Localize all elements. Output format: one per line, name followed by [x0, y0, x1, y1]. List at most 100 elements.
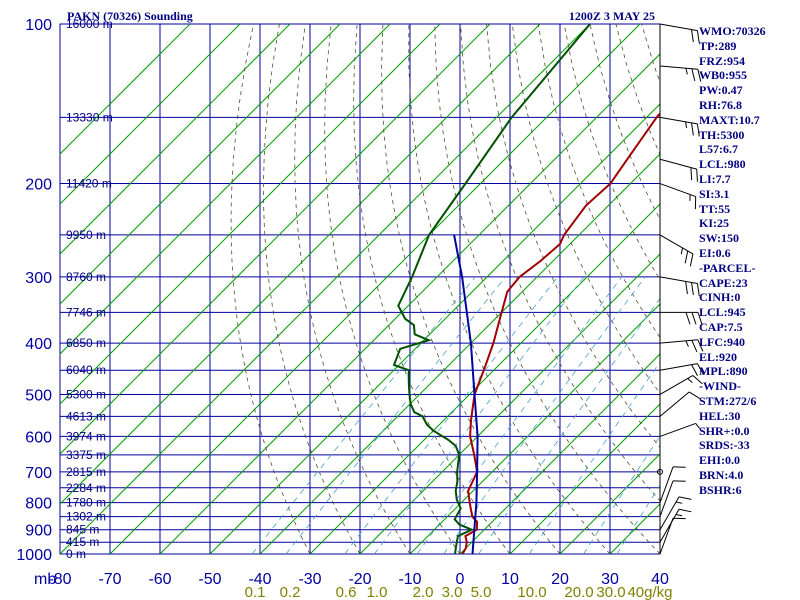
index-line: EL:920 — [699, 349, 738, 364]
index-line: TP:289 — [699, 38, 737, 53]
isotherm-line — [60, 24, 341, 305]
index-line: -WIND- — [699, 379, 741, 394]
height-label: 0 m — [66, 547, 86, 561]
index-line: STM:272/6 — [699, 393, 757, 408]
index-line: WB0:955 — [699, 68, 747, 83]
mixing-ratio-label: 10.0 — [517, 584, 546, 600]
dry-adiabat — [408, 24, 611, 554]
height-label: 8760 m — [66, 270, 106, 284]
height-label: 1302 m — [66, 510, 106, 524]
barb-flag — [692, 375, 703, 385]
index-line: SW:150 — [699, 231, 740, 246]
barb-flag — [688, 391, 701, 400]
temperature-tick-label: -10 — [398, 571, 421, 588]
dry-adiabat — [263, 24, 361, 554]
height-label: 4613 m — [66, 409, 106, 423]
index-line: LCL:945 — [699, 305, 746, 320]
height-label: 2284 m — [66, 481, 106, 495]
isotherm-line — [409, 303, 660, 554]
mixing-ratio-label: 1.0 — [367, 584, 388, 600]
barb-flag — [684, 250, 689, 264]
pressure-tick-label: 300 — [25, 270, 52, 287]
index-line: HEL:30 — [699, 408, 741, 423]
dry-adiabat — [434, 24, 660, 554]
mixing-ratio-line — [344, 276, 559, 554]
index-line: SRDS:-33 — [699, 438, 750, 453]
barb-half-flag — [695, 423, 701, 429]
barb-flag — [691, 340, 698, 353]
parcel-profile — [453, 234, 479, 554]
dry-adiabat — [230, 24, 311, 554]
isotherm-line — [509, 403, 660, 554]
index-line: -PARCEL- — [699, 260, 756, 275]
height-label: 415 m — [66, 535, 99, 549]
wind-barbs — [657, 23, 704, 555]
pressure-tick-label: 500 — [25, 387, 52, 404]
isotherm-line — [60, 24, 491, 455]
isotherm-line — [60, 24, 191, 155]
mixing-ratio-line — [251, 276, 476, 554]
dry-adiabat — [353, 24, 511, 554]
temperature-tick-label: 20 — [551, 571, 569, 588]
barb-shaft — [659, 116, 698, 125]
pressure-tick-label: 1000 — [16, 547, 52, 564]
dry-adiabat — [563, 24, 660, 281]
wind-barb — [659, 65, 702, 82]
barb-flag — [696, 283, 700, 297]
dry-adiabat-group — [230, 24, 660, 554]
barb-flag — [697, 312, 703, 325]
pressure-tick-label: 700 — [25, 465, 52, 482]
barb-flag — [685, 281, 688, 294]
barb-flag — [697, 339, 704, 352]
wind-barb — [659, 422, 701, 437]
barb-shaft — [659, 65, 698, 70]
barb-shaft — [659, 518, 674, 555]
mixing-ratio-label: 30.0 — [596, 584, 625, 600]
dry-adiabat — [460, 24, 660, 502]
index-line: CINH:0 — [699, 290, 741, 305]
wind-barb — [659, 517, 686, 555]
index-line: SI:3.1 — [699, 186, 730, 201]
barb-flag — [691, 312, 697, 325]
index-line: BSHR:6 — [699, 482, 742, 497]
station-title: PAKN (70326) Sounding — [67, 9, 193, 23]
temperature-tick-label: -40 — [248, 571, 271, 588]
mixing-ratio-unit: 40g/kg — [627, 584, 672, 600]
index-line: LFC:940 — [699, 334, 745, 349]
temperature-tick-label: -50 — [198, 571, 221, 588]
barb-shaft — [659, 363, 698, 371]
wind-barb — [659, 496, 692, 530]
index-line: LI:7.7 — [699, 171, 731, 186]
plot-series — [392, 24, 660, 554]
barb-shaft — [659, 276, 698, 284]
height-label: 9950 m — [66, 228, 106, 242]
index-line: EI:0.6 — [699, 245, 731, 260]
barb-flag — [696, 123, 700, 137]
height-label: 845 m — [66, 523, 99, 537]
height-label: 6040 m — [66, 363, 106, 377]
height-label: 3375 m — [66, 448, 106, 462]
barb-flag — [691, 29, 694, 43]
pressure-tick-label: 600 — [25, 429, 52, 446]
temperature-tick-label: 0 — [456, 571, 465, 588]
wind-barb — [659, 234, 694, 267]
isotherm-line — [60, 24, 591, 554]
mixing-ratio-line — [616, 484, 660, 554]
mixing-ratio-label: 20.0 — [564, 584, 593, 600]
index-line: PW:0.47 — [699, 83, 743, 98]
barb-flag — [696, 363, 704, 375]
wind-barb — [659, 158, 698, 182]
height-label: 16000 m — [66, 17, 113, 31]
barb-flag — [696, 30, 700, 44]
wind-barb — [659, 23, 700, 44]
barb-shaft — [659, 158, 697, 170]
pressure-tick-label: 100 — [25, 17, 52, 34]
barb-flag — [691, 68, 696, 82]
barb-shaft — [659, 183, 696, 198]
index-line: CAP:7.5 — [699, 319, 743, 334]
pressure-tick-label: 200 — [25, 177, 52, 194]
isotherm-line — [209, 103, 660, 554]
wind-barb — [659, 339, 704, 353]
isotherm-group — [60, 24, 660, 554]
